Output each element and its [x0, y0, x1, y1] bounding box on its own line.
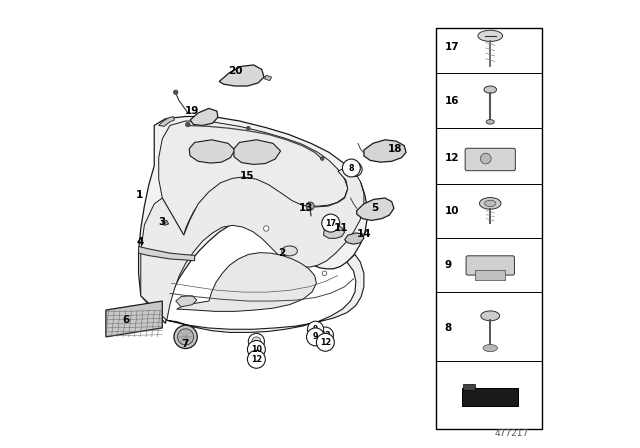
Circle shape [348, 162, 362, 177]
Text: 15: 15 [240, 171, 255, 181]
Text: 1: 1 [136, 190, 143, 200]
Text: 10: 10 [251, 345, 262, 354]
Text: 4: 4 [136, 237, 143, 247]
Circle shape [246, 126, 250, 130]
Text: 11: 11 [334, 224, 349, 233]
Polygon shape [345, 233, 364, 244]
Polygon shape [139, 246, 195, 261]
Polygon shape [139, 116, 367, 323]
Polygon shape [324, 225, 345, 238]
FancyBboxPatch shape [463, 388, 518, 406]
Ellipse shape [484, 86, 497, 93]
Text: 12: 12 [445, 153, 459, 163]
Ellipse shape [483, 345, 497, 352]
Text: 12: 12 [251, 355, 262, 364]
Text: 8: 8 [445, 323, 452, 333]
FancyBboxPatch shape [475, 270, 506, 280]
Text: 9: 9 [313, 325, 318, 334]
Polygon shape [364, 140, 406, 162]
Ellipse shape [478, 30, 502, 42]
Polygon shape [176, 296, 197, 307]
FancyBboxPatch shape [463, 384, 475, 390]
Circle shape [317, 327, 333, 343]
Circle shape [323, 271, 327, 276]
Ellipse shape [481, 311, 500, 321]
Ellipse shape [486, 120, 494, 124]
Text: 20: 20 [228, 66, 242, 76]
Circle shape [248, 350, 266, 368]
FancyBboxPatch shape [436, 28, 541, 429]
Circle shape [307, 328, 324, 346]
Polygon shape [141, 167, 364, 320]
Circle shape [252, 337, 261, 346]
Text: 8: 8 [352, 165, 358, 174]
Polygon shape [356, 198, 394, 220]
Text: 12: 12 [320, 338, 331, 347]
Text: 17: 17 [445, 42, 459, 52]
Polygon shape [159, 121, 348, 235]
Polygon shape [220, 65, 264, 86]
Text: 6: 6 [123, 315, 130, 325]
Circle shape [264, 226, 269, 231]
Ellipse shape [484, 200, 496, 207]
Text: 13: 13 [298, 203, 313, 213]
Polygon shape [177, 253, 316, 311]
Polygon shape [234, 140, 280, 164]
Text: 477217: 477217 [494, 429, 529, 438]
FancyBboxPatch shape [465, 148, 515, 171]
Text: 9: 9 [445, 260, 452, 270]
Circle shape [307, 321, 324, 337]
Text: 12: 12 [320, 331, 331, 340]
Text: 3: 3 [159, 217, 166, 227]
Polygon shape [264, 75, 271, 81]
Circle shape [342, 159, 360, 177]
Polygon shape [159, 116, 174, 126]
Text: 10: 10 [445, 207, 459, 216]
Circle shape [174, 325, 197, 349]
Circle shape [248, 333, 264, 349]
Text: 9: 9 [313, 332, 318, 341]
Ellipse shape [282, 246, 298, 256]
Polygon shape [163, 220, 168, 225]
Text: 18: 18 [388, 144, 403, 154]
Text: 5: 5 [371, 203, 378, 213]
Polygon shape [189, 140, 235, 163]
FancyBboxPatch shape [466, 256, 515, 275]
Circle shape [481, 153, 491, 164]
Circle shape [248, 340, 266, 358]
Polygon shape [167, 254, 364, 332]
Circle shape [316, 333, 334, 351]
Ellipse shape [479, 198, 501, 209]
Circle shape [306, 202, 314, 210]
Text: 19: 19 [185, 106, 200, 116]
Circle shape [177, 329, 194, 345]
Text: 2: 2 [278, 248, 285, 258]
Text: 8: 8 [349, 164, 354, 172]
Text: 14: 14 [356, 229, 371, 239]
Text: 7: 7 [181, 339, 188, 349]
Circle shape [173, 90, 178, 95]
Text: 16: 16 [445, 96, 459, 106]
Text: 17: 17 [325, 219, 336, 228]
Polygon shape [190, 108, 218, 125]
Circle shape [321, 157, 324, 160]
Circle shape [186, 122, 190, 127]
Polygon shape [106, 301, 163, 337]
Circle shape [322, 214, 340, 232]
